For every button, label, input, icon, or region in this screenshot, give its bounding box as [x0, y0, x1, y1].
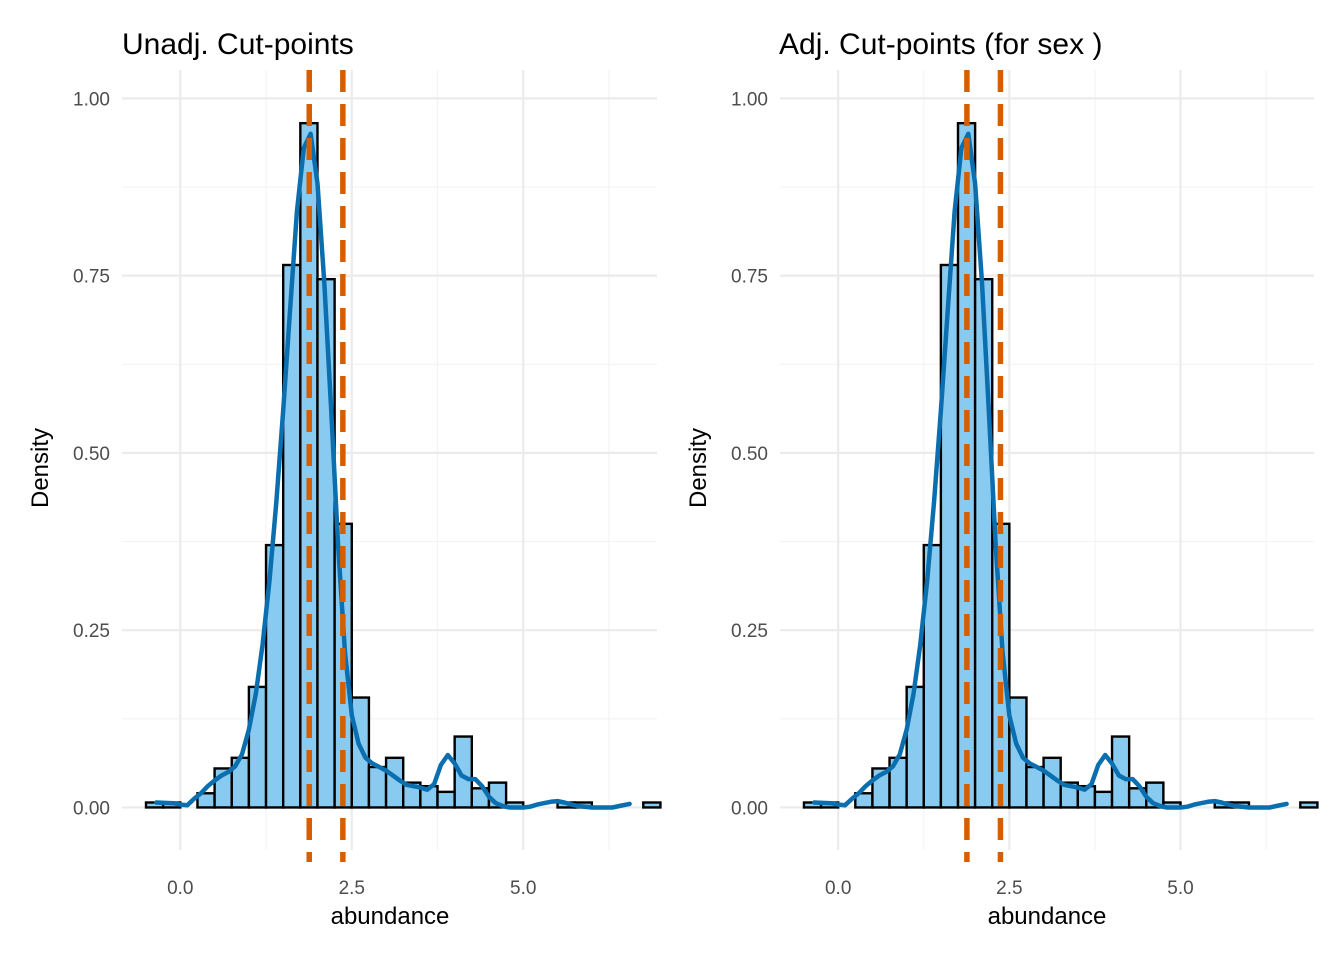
histogram-bar: [973, 277, 994, 809]
y-axis-title: Density: [27, 428, 54, 508]
y-tick-label: 0.00: [731, 798, 768, 819]
y-tick-label: 0.75: [73, 267, 110, 288]
panel-adjusted: Adj. Cut-points (for sex ) abundance Den…: [685, 28, 1319, 930]
y-tick-label: 0.25: [73, 621, 110, 642]
grid: [122, 70, 657, 850]
x-tick-label: 0.0: [167, 878, 193, 899]
x-axis-title: abundance: [331, 903, 450, 930]
density-curve: [811, 131, 1289, 810]
x-tick-label: 0.0: [825, 878, 851, 899]
y-tick-label: 0.25: [731, 621, 768, 642]
histogram-bar: [453, 735, 474, 809]
panel-unadjusted: Unadj. Cut-points abundance Density 0.0 2…: [27, 28, 662, 930]
histogram-bar: [436, 790, 456, 809]
y-tick-label: 1.00: [731, 89, 768, 110]
histogram-bars: [144, 121, 662, 809]
histogram-bar: [642, 801, 662, 809]
x-tick-label: 2.5: [996, 878, 1022, 899]
y-axis-title: Density: [685, 428, 712, 508]
panel-title: Adj. Cut-points (for sex ): [779, 28, 1102, 61]
y-tick-label: 0.50: [731, 444, 768, 465]
x-tick-label: 5.0: [510, 878, 536, 899]
histogram-bar: [316, 277, 336, 809]
x-axis-title: abundance: [988, 903, 1107, 930]
y-tick-label: 0.50: [73, 444, 110, 465]
y-tick-label: 1.00: [73, 89, 110, 110]
panel-title: Unadj. Cut-points: [122, 28, 354, 61]
x-tick-label: 2.5: [339, 878, 365, 899]
histogram-bar: [1025, 765, 1045, 809]
histogram-bar: [367, 765, 388, 809]
histogram-bar: [350, 696, 371, 809]
histogram-bar: [1093, 790, 1114, 809]
histogram-bar: [1299, 801, 1319, 809]
y-tick-label: 0.00: [73, 798, 110, 819]
histogram-bars: [802, 121, 1319, 809]
histogram-bar: [1110, 735, 1131, 809]
y-tick-label: 0.75: [731, 267, 768, 288]
histogram-bar: [1008, 696, 1028, 809]
grid: [780, 70, 1314, 850]
density-curve: [154, 131, 632, 810]
x-tick-label: 5.0: [1167, 878, 1193, 899]
